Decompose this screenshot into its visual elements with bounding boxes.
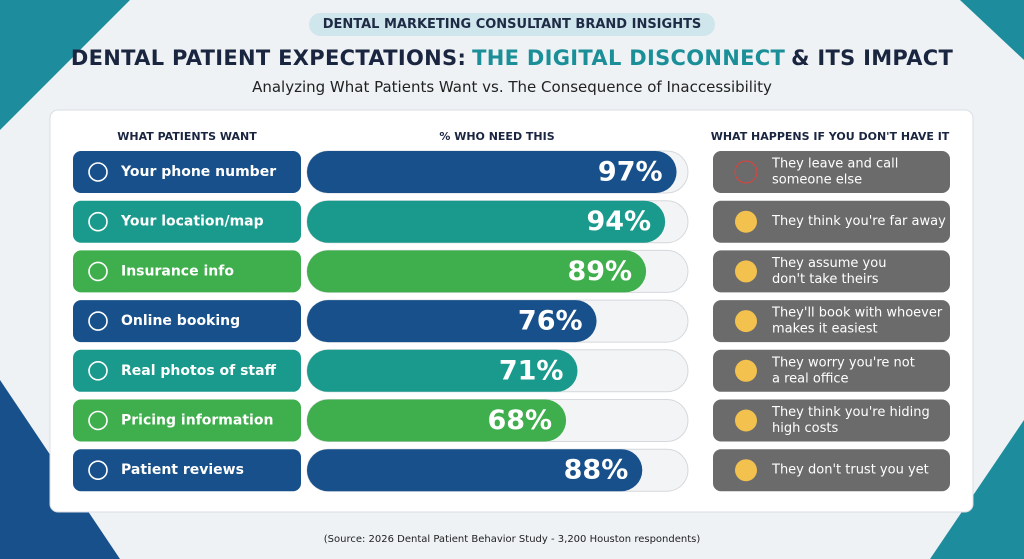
category-label: Your phone number	[120, 164, 276, 180]
title: DENTAL PATIENT EXPECTATIONS: THE DIGITAL …	[0, 46, 1024, 70]
consequence-text: They assume you	[771, 256, 886, 271]
category-pill	[73, 200, 301, 243]
category-pill	[73, 300, 301, 343]
consequence-icon	[734, 160, 758, 184]
consequence-text: a real office	[772, 371, 849, 386]
value-label: 97%	[598, 157, 663, 188]
source: (Source: 2026 Dental Patient Behavior St…	[323, 534, 701, 545]
category-label: Your location/map	[120, 214, 264, 230]
badge-text: DENTAL MARKETING CONSULTANT BRAND INSIGH…	[308, 13, 716, 36]
bar	[307, 250, 647, 293]
consequence-icon	[735, 409, 757, 432]
bar	[307, 449, 643, 492]
category-label: Insurance info	[121, 263, 234, 279]
category-label: Patient reviews	[121, 462, 244, 478]
column-header: WHAT HAPPENS IF YOU DON'T HAVE IT	[711, 130, 950, 143]
category-label: Online booking	[121, 313, 240, 329]
bar	[307, 200, 666, 243]
badge: DENTAL MARKETING CONSULTANT BRAND INSIGH…	[0, 13, 1024, 36]
consequence-text: They leave and call	[771, 157, 898, 172]
corner-decoration	[930, 420, 1024, 559]
category-icon	[88, 360, 108, 381]
column-header: % WHO NEED THIS	[439, 130, 554, 143]
category-pill	[73, 399, 301, 442]
consequence-icon	[735, 210, 757, 233]
category-pill	[73, 151, 301, 193]
consequence-text: someone else	[772, 173, 862, 188]
category-pill	[73, 449, 301, 492]
value-label: 94%	[586, 206, 651, 237]
consequence-text: high costs	[772, 421, 838, 436]
consequence-text: They'll book with whoever	[771, 306, 943, 321]
bar	[307, 300, 597, 343]
category-icon	[88, 311, 108, 331]
consequence-box	[713, 349, 950, 392]
consequence-box	[713, 449, 950, 492]
category-pill	[73, 250, 301, 293]
category-label: Pricing information	[121, 413, 273, 429]
subtitle: Analyzing What Patients Want vs. The Con…	[252, 78, 772, 96]
category-icon	[88, 211, 108, 232]
bar	[307, 399, 567, 442]
consequence-icon	[735, 260, 757, 283]
corner-decoration	[960, 0, 1024, 60]
consequence-box	[713, 300, 950, 343]
value-label: 76%	[518, 306, 583, 337]
value-label: 71%	[499, 355, 564, 386]
consequence-text: makes it easiest	[772, 322, 878, 337]
category-pill	[73, 349, 301, 392]
consequence-icon	[735, 459, 757, 482]
consequence-icon	[735, 310, 757, 333]
consequence-box	[713, 151, 950, 193]
consequence-box	[713, 200, 950, 243]
category-icon	[88, 162, 108, 182]
value-label: 88%	[564, 455, 629, 486]
value-label: 89%	[567, 256, 632, 287]
corner-decoration	[0, 0, 130, 130]
consequence-text: don't take theirs	[772, 272, 879, 287]
consequence-icon	[735, 359, 757, 382]
consequence-text: They think you're far away	[771, 214, 946, 229]
category-label: Real photos of staff	[121, 363, 277, 379]
value-label: 68%	[487, 405, 552, 436]
column-header: WHAT PATIENTS WANT	[117, 130, 257, 143]
title-highlight: THE DIGITAL DISCONNECT	[472, 46, 786, 70]
consequence-text: They don't trust you yet	[771, 463, 929, 478]
title-part: & ITS IMPACT	[791, 46, 954, 70]
bar	[307, 349, 578, 392]
bar	[307, 151, 677, 193]
category-icon	[88, 261, 108, 282]
consequence-box	[713, 399, 950, 442]
consequence-text: They worry you're not	[771, 355, 915, 370]
category-icon	[88, 410, 108, 431]
consequence-box	[713, 250, 950, 293]
title-part: DENTAL PATIENT EXPECTATIONS:	[70, 46, 467, 70]
category-icon	[88, 460, 108, 481]
consequence-text: They think you're hiding	[771, 405, 930, 420]
